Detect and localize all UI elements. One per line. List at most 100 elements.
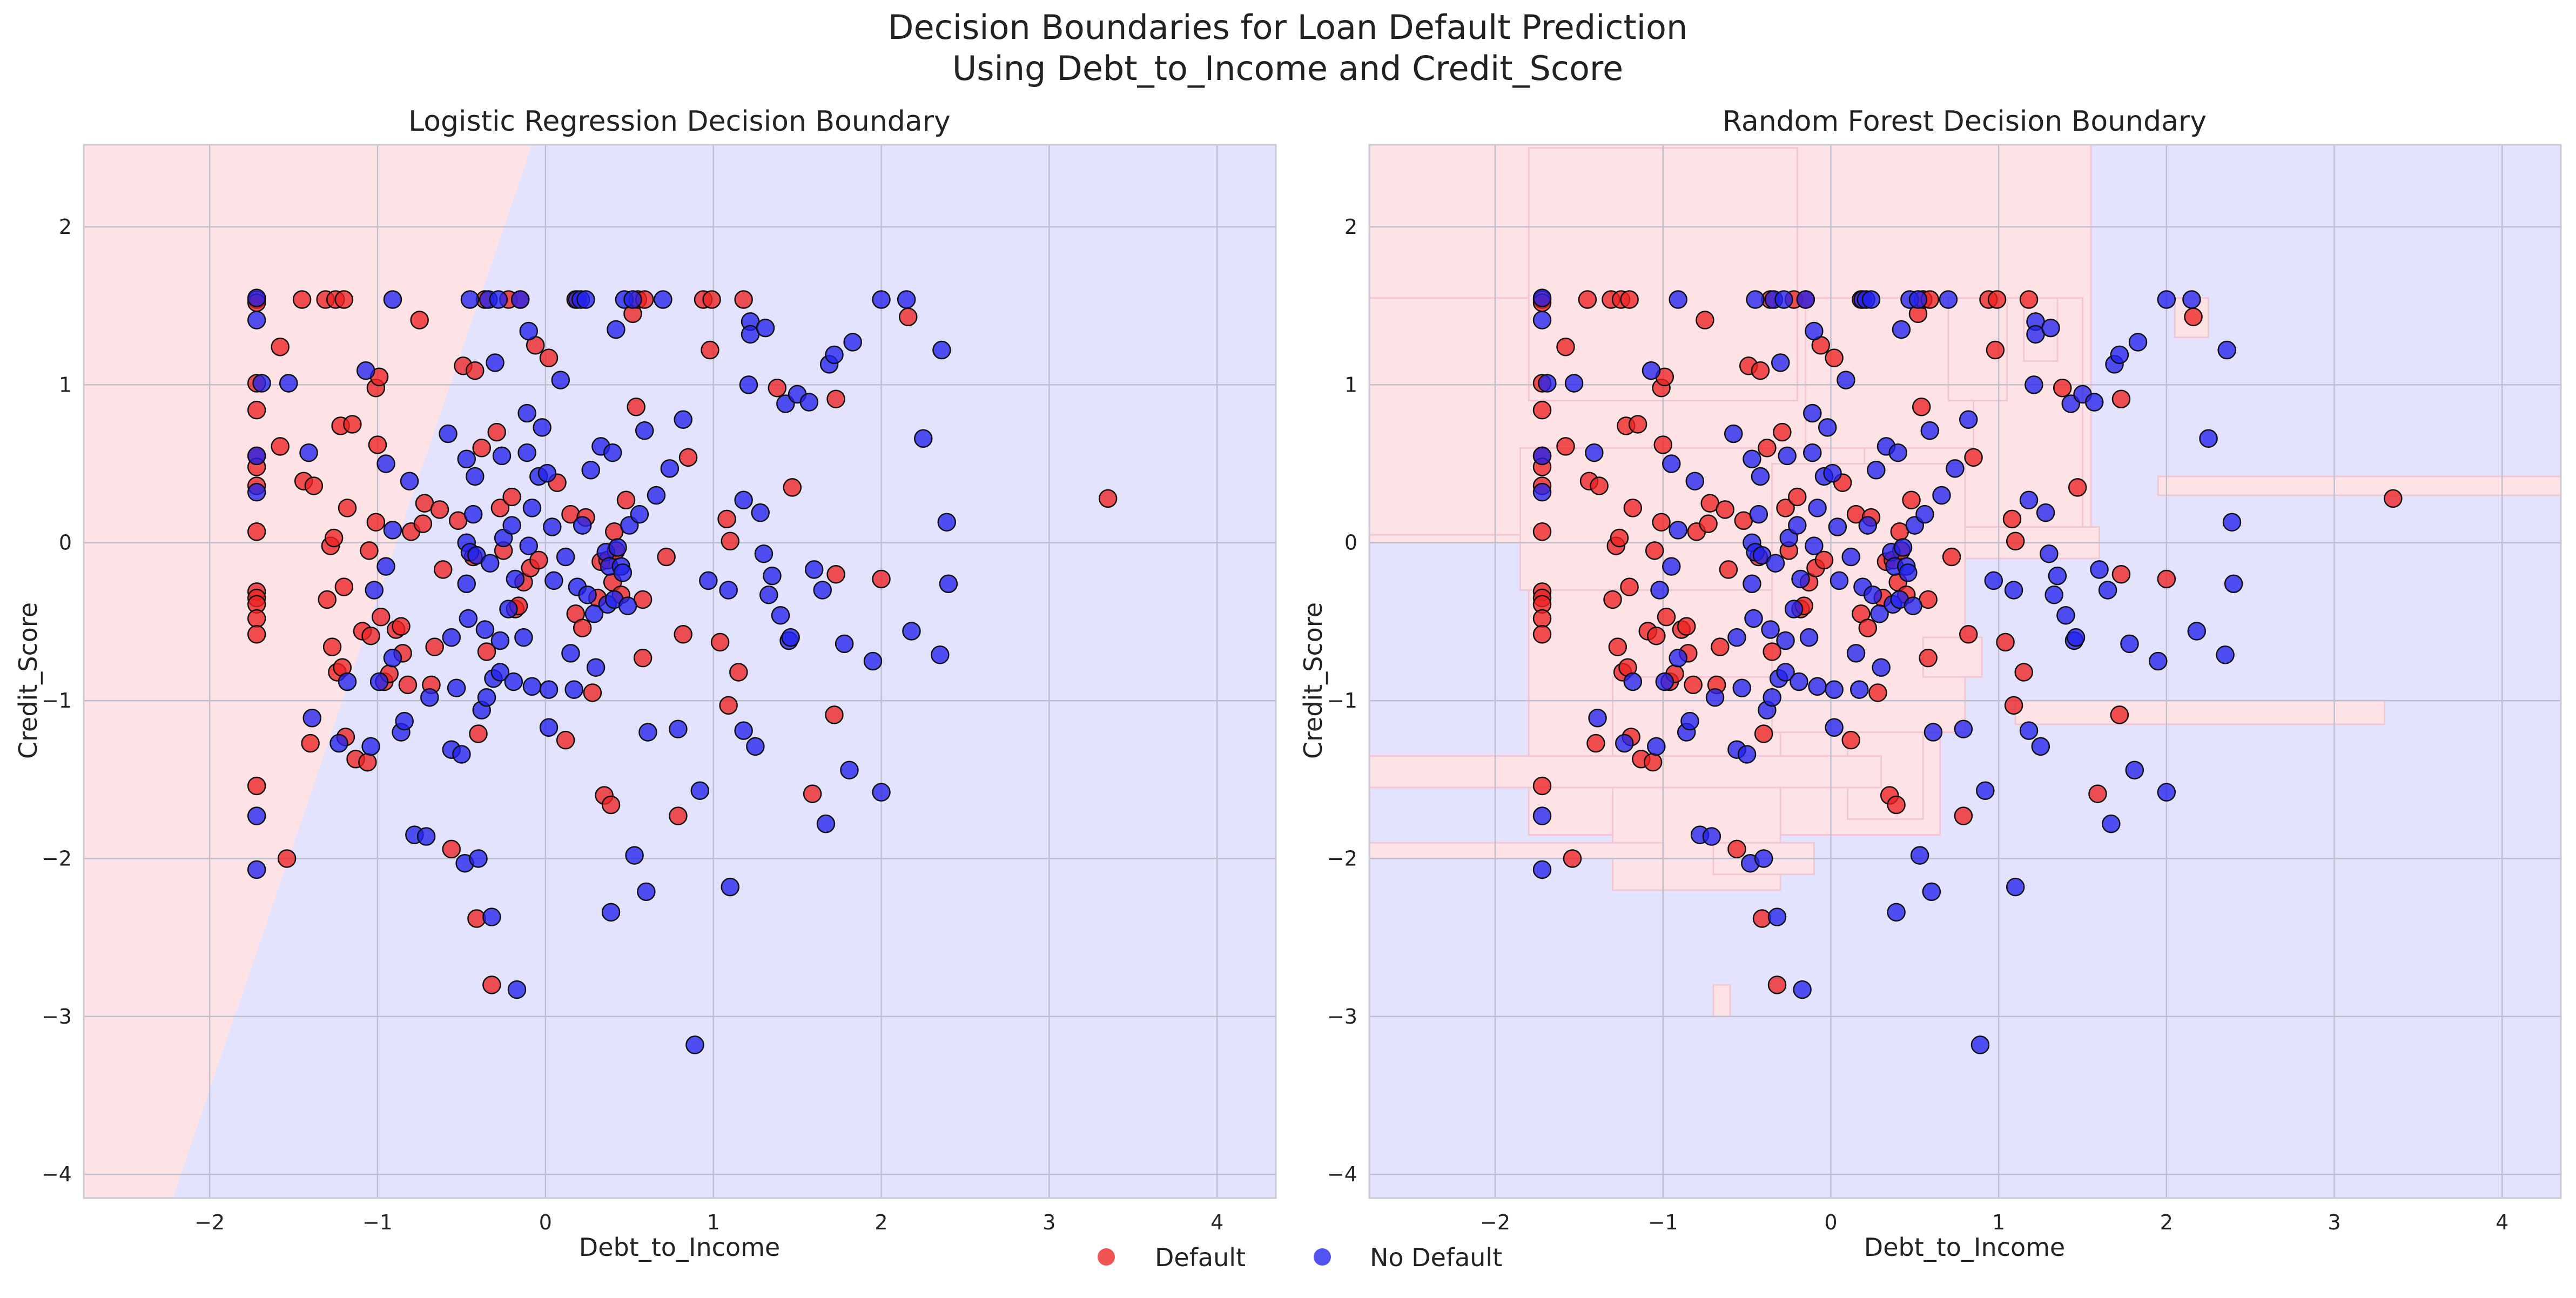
no-default-point (517, 403, 536, 423)
default-point (1645, 541, 1664, 560)
no-default-point (843, 333, 862, 352)
no-default-point (756, 318, 775, 338)
default-point (2006, 532, 2025, 551)
no-default-point (502, 516, 521, 535)
default-point (1986, 340, 2005, 360)
no-default-point (607, 320, 625, 339)
default-point (1653, 435, 1672, 454)
x-tick-label: 3 (2328, 1210, 2340, 1234)
no-default-point (1538, 374, 1557, 393)
no-default-point (804, 560, 824, 579)
no-default-point (840, 761, 859, 779)
default-point (392, 617, 411, 636)
no-default-point (1872, 658, 1891, 677)
default-region (1368, 842, 1664, 859)
default-point (529, 550, 548, 570)
y-tick-label: −3 (1327, 1005, 1357, 1028)
no-default-point (463, 505, 483, 524)
no-default-point (1861, 290, 1881, 309)
no-default-point (252, 374, 271, 393)
default-point (556, 730, 575, 750)
no-default-point (1791, 569, 1810, 589)
no-default-point (601, 903, 621, 922)
no-default-point (1796, 290, 1815, 309)
no-default-point (561, 644, 580, 663)
default-point (490, 499, 510, 517)
default-point (1608, 637, 1627, 656)
no-default-point (2004, 581, 2023, 600)
no-default-point (460, 290, 480, 309)
default-point (1623, 499, 1643, 517)
no-default-point (763, 566, 782, 586)
no-default-point (1751, 467, 1770, 486)
no-default-point (519, 321, 538, 341)
no-default-point (1647, 737, 1666, 756)
default-point (729, 663, 748, 682)
no-default-point (1932, 486, 1951, 505)
default-point (247, 625, 266, 644)
default-point (1919, 648, 1938, 668)
no-default-point (1959, 410, 1978, 429)
default-point (1620, 290, 1639, 309)
x-tick-label: −1 (362, 1210, 393, 1234)
no-default-point (2066, 628, 2086, 647)
default-point (2014, 663, 2033, 682)
default-point (1603, 590, 1622, 609)
y-tick-label: −2 (1327, 846, 1357, 870)
no-default-point (1892, 320, 1911, 339)
no-default-point (1771, 353, 1790, 372)
no-default-point (739, 375, 758, 394)
default-point (1696, 311, 1714, 329)
default-point (1887, 795, 1906, 815)
no-default-point (2019, 490, 2039, 510)
plot-area: −2 −1 0 1 2 3 4 −4 −3 −2 −1 0 1 2 (1327, 144, 2562, 1234)
default-point (368, 435, 387, 454)
no-default-point (2041, 318, 2060, 338)
no-default-point (486, 353, 505, 372)
no-default-point (1761, 620, 1780, 639)
no-default-point (625, 846, 644, 865)
no-default-point (1908, 290, 1928, 309)
default-point (710, 633, 730, 652)
default-point (1825, 348, 1844, 367)
default-point (1532, 522, 1552, 541)
no-default-point (932, 340, 951, 360)
no-default-point (506, 569, 525, 589)
default-point (247, 609, 266, 628)
panel-random-forest: −2 −1 0 1 2 3 4 −4 −3 −2 −1 0 1 2 Random Forest Decis… (1299, 105, 2562, 1262)
default-point (1959, 625, 1978, 644)
no-default-point (603, 443, 622, 462)
default-point (573, 618, 592, 637)
no-default-point (1767, 907, 1787, 926)
no-default-point (2056, 606, 2075, 625)
default-point (301, 734, 320, 753)
legend: Default No Default (1098, 1243, 1502, 1272)
no-default-point (2102, 814, 2121, 833)
default-point (2004, 696, 2023, 715)
no-default-point (647, 486, 666, 505)
default-point (825, 705, 844, 724)
no-default-point (1766, 554, 1785, 573)
no-default-point (2182, 290, 2201, 309)
panel-title: Random Forest Decision Boundary (1723, 105, 2207, 138)
default-point (1711, 637, 1730, 656)
no-default-point (863, 651, 883, 671)
default-point (1657, 607, 1676, 627)
default-point (1758, 439, 1777, 458)
default-point (627, 398, 645, 416)
default-point (1773, 422, 1792, 442)
no-default-point (1778, 446, 1797, 466)
no-default-point (2224, 574, 2243, 593)
no-default-point (1588, 708, 1607, 728)
default-point (669, 806, 688, 825)
default-point (1942, 547, 1961, 567)
no-default-point (1669, 648, 1687, 668)
default-point (322, 637, 342, 656)
default-point (1620, 577, 1639, 596)
no-default-point (457, 574, 476, 593)
no-default-point (638, 723, 657, 742)
no-default-point (247, 288, 266, 307)
x-tick-label: 2 (875, 1210, 887, 1234)
no-default-point (1763, 688, 1781, 707)
no-default-point (2128, 333, 2148, 352)
